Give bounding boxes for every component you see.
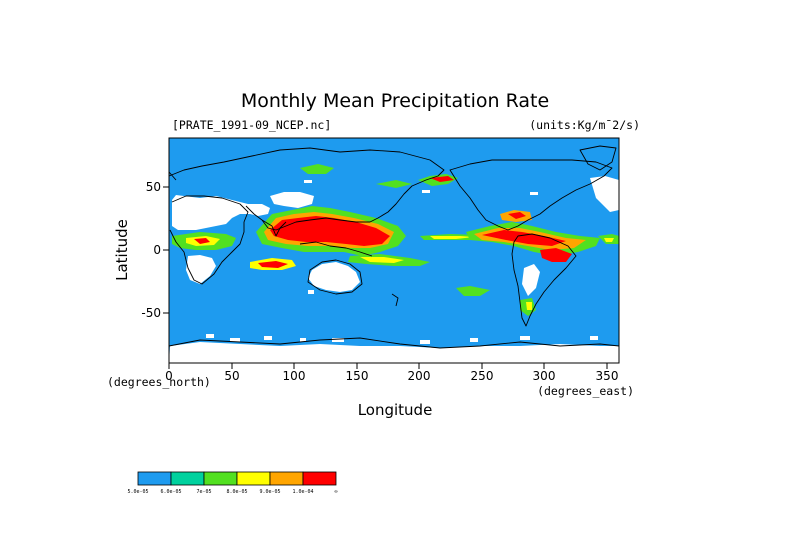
- dry-region-north-atlantic: [590, 176, 619, 212]
- x-axis-title: Longitude: [358, 401, 433, 419]
- dry-region-australia: [308, 262, 360, 292]
- dry-regions: [169, 176, 619, 363]
- x-unit-label: (degrees_east): [537, 384, 634, 398]
- band-asia-monsoon-core: [270, 216, 390, 246]
- colorbar-swatch: [137, 471, 172, 486]
- colorbar-label: 6.0e-05: [160, 489, 181, 495]
- dry-region-southern-africa: [186, 255, 216, 284]
- x-tick-label: 150: [346, 369, 369, 383]
- file-label: [PRATE_1991-09_NCEP.nc]: [172, 118, 331, 132]
- units-label: (units:Kg/m¯2/s): [529, 118, 640, 132]
- colorbar-label: 5.0e-05: [127, 489, 148, 495]
- dry-region-south-america: [522, 264, 540, 296]
- colorbar-swatch: [170, 471, 205, 486]
- colorbar-label: 8.0e-05: [226, 489, 247, 495]
- y-unit-label: (degrees_north): [107, 375, 211, 389]
- colorbar-label: 1.0e-04: [292, 489, 313, 495]
- x-axis: [168, 363, 608, 369]
- colorbar-label: ∞: [334, 489, 337, 495]
- colorbar-label: 9.0e-05: [259, 489, 280, 495]
- dry-region-sahara: [172, 195, 270, 230]
- map-panel: [168, 137, 620, 364]
- band-americas-core: [482, 230, 566, 246]
- colorbar-swatch: [203, 471, 238, 486]
- x-tick-label: 350: [596, 369, 619, 383]
- x-tick-label: 300: [533, 369, 556, 383]
- y-axis: [163, 186, 169, 314]
- dry-region-central-asia: [270, 192, 314, 208]
- x-tick-label: 0: [165, 369, 173, 383]
- y-tick-label: 0: [153, 243, 161, 257]
- colorbar-swatch: [302, 471, 337, 486]
- y-axis-title: Latitude: [113, 219, 131, 281]
- x-tick-label: 250: [471, 369, 494, 383]
- dry-region-antarctic: [169, 342, 619, 363]
- x-tick-label: 200: [408, 369, 431, 383]
- colorbar-swatch: [269, 471, 304, 486]
- y-tick-label: -50: [141, 306, 161, 320]
- coastlines: [168, 145, 620, 349]
- precip-bands: [172, 164, 619, 316]
- y-tick-label: 50: [146, 180, 161, 194]
- x-tick-label: 50: [224, 369, 239, 383]
- map-title: Monthly Mean Precipitation Rate: [241, 90, 549, 112]
- x-tick-label: 100: [283, 369, 306, 383]
- colorbar: 5.0e-05 6.0e-05 7e-05 8.0e-05 9.0e-05 1.…: [127, 471, 338, 495]
- colorbar-label: 7e-05: [196, 489, 211, 495]
- colorbar-swatch: [236, 471, 271, 486]
